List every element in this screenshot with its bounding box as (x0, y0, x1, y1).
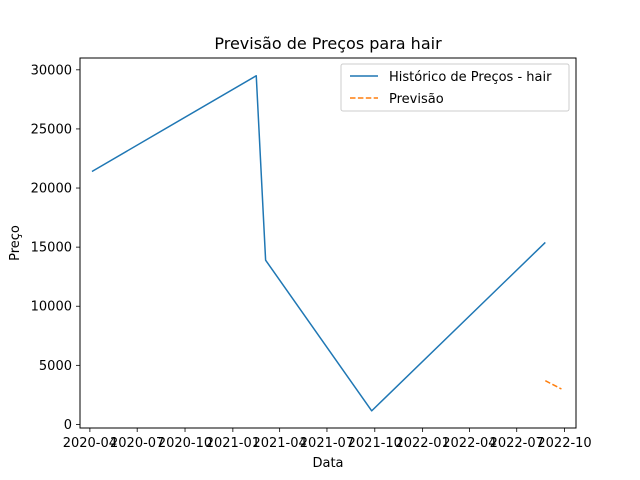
series-line-forecast (544, 380, 562, 390)
series-layer (91, 74, 562, 412)
x-tick-label: 2020-10 (158, 436, 212, 451)
plot-frame (79, 57, 577, 429)
x-tick-label: 2022-04 (442, 436, 496, 451)
legend-label-history: Histórico de Preços - hair (389, 70, 552, 85)
x-axis: 2020-042020-072020-102021-012021-042021-… (63, 428, 592, 451)
x-tick-label: 2022-10 (537, 436, 591, 451)
y-tick-label: 5000 (39, 359, 72, 374)
legend-label-forecast: Previsão (389, 92, 444, 107)
x-tick-label: 2022-07 (490, 436, 544, 451)
y-tick-label: 30000 (31, 63, 72, 78)
chart-title: Previsão de Preços para hair (214, 34, 442, 53)
x-tick-label: 2021-01 (206, 436, 260, 451)
x-tick-label: 2021-10 (348, 436, 402, 451)
y-axis: 0 5000 10000 15000 20000 25000 30000 (31, 63, 80, 433)
legend-box (340, 63, 570, 112)
y-tick-label: 25000 (31, 122, 72, 137)
x-tick-label: 2021-07 (300, 436, 354, 451)
series-line-history (91, 74, 546, 412)
x-tick-label: 2022-01 (395, 436, 449, 451)
legend: Histórico de Preços - hair Previsão (340, 63, 570, 112)
y-axis-label: Preço (8, 225, 23, 261)
x-tick-label: 2020-07 (110, 436, 164, 451)
x-tick-label: 2020-04 (63, 436, 117, 451)
x-tick-label: 2021-04 (252, 436, 306, 451)
y-tick-label: 0 (64, 418, 72, 433)
y-tick-label: 10000 (31, 300, 72, 315)
y-tick-label: 20000 (31, 182, 72, 197)
x-axis-label: Data (312, 456, 343, 471)
y-tick-label: 15000 (31, 241, 72, 256)
